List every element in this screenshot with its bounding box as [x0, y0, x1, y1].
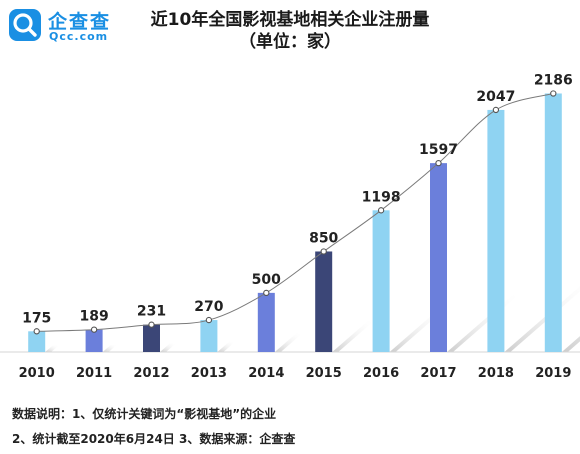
- bar-shadow: [217, 341, 236, 352]
- data-label-2015: 850: [309, 230, 338, 246]
- trend-point-2012: [148, 321, 155, 328]
- data-label-2018: 2047: [476, 89, 515, 105]
- data-label-2016: 1198: [362, 189, 401, 205]
- bar-shadow: [102, 344, 117, 352]
- bar-2016: [372, 210, 390, 352]
- bar-shadow: [274, 333, 303, 352]
- magnifier-logo-icon: [9, 9, 41, 41]
- x-tick-label-2011: 2011: [76, 366, 112, 381]
- bar-2014: [257, 292, 275, 352]
- trend-point-2014: [263, 289, 270, 297]
- bar-shadow: [332, 319, 376, 352]
- footer-note-scope: 数据说明：1、仅统计关键词为“影视基地”的企业: [12, 407, 277, 421]
- bar-2015: [315, 251, 333, 352]
- trend-point-2010: [33, 328, 40, 335]
- bar-2012: [143, 324, 160, 352]
- x-tick-label-2019: 2019: [535, 366, 571, 381]
- brand-logo: 企查查 Qcc.com: [8, 6, 138, 46]
- data-label-2017: 1597: [419, 142, 458, 158]
- data-label-2012: 231: [137, 304, 166, 320]
- chart-title: 近10年全国影视基地相关企业注册量: [150, 10, 430, 30]
- bar-shadow: [45, 345, 59, 352]
- trend-point-2016: [377, 207, 385, 214]
- x-tick-label-2013: 2013: [191, 366, 227, 381]
- x-tick-label-2016: 2016: [363, 366, 399, 381]
- trend-point-2011: [90, 326, 98, 333]
- x-tick-label-2018: 2018: [478, 366, 514, 381]
- bar-shadow: [160, 343, 177, 352]
- bar-2019: [544, 93, 562, 352]
- data-label-2019: 2186: [534, 72, 573, 88]
- bar-2010: [28, 331, 46, 352]
- bar-2011: [85, 329, 103, 352]
- bar-2017: [430, 163, 447, 352]
- data-label-2014: 500: [252, 272, 281, 288]
- data-label-2010: 175: [22, 310, 51, 326]
- x-tick-label-2014: 2014: [248, 366, 284, 381]
- bar-shadow: [447, 291, 523, 352]
- x-tick-label-2010: 2010: [19, 366, 55, 381]
- data-label-2011: 189: [79, 309, 108, 325]
- brand-domain: Qcc.com: [49, 30, 109, 43]
- bar-chart: 175 189 231 270 500 850 1198 1597 2047 2186 2010 20…: [0, 72, 580, 381]
- trend-line: [36, 93, 554, 332]
- footer-note-source: 2、统计截至2020年6月24日 3、数据来源：企查查: [12, 432, 296, 446]
- x-tick-label-2012: 2012: [133, 366, 169, 381]
- trend-point-2015: [320, 248, 327, 255]
- trend-point-2019: [550, 90, 557, 97]
- bar-shadow: [561, 336, 580, 352]
- trend-point-2018: [492, 106, 500, 114]
- x-tick-label-2015: 2015: [306, 366, 342, 381]
- data-label-2013: 270: [194, 299, 223, 315]
- x-tick-label-2017: 2017: [420, 366, 456, 381]
- chart-title-block: 近10年全国影视基地相关企业注册量 （单位：家）: [140, 9, 440, 53]
- brand-name: 企查查: [48, 11, 112, 33]
- trend-point-2013: [205, 316, 213, 324]
- bar-2013: [200, 320, 218, 352]
- chart-unit-subtitle: （单位：家）: [239, 32, 341, 52]
- bar-2018: [487, 109, 505, 352]
- bar-shadow: [504, 286, 580, 352]
- trend-point-2017: [435, 159, 442, 167]
